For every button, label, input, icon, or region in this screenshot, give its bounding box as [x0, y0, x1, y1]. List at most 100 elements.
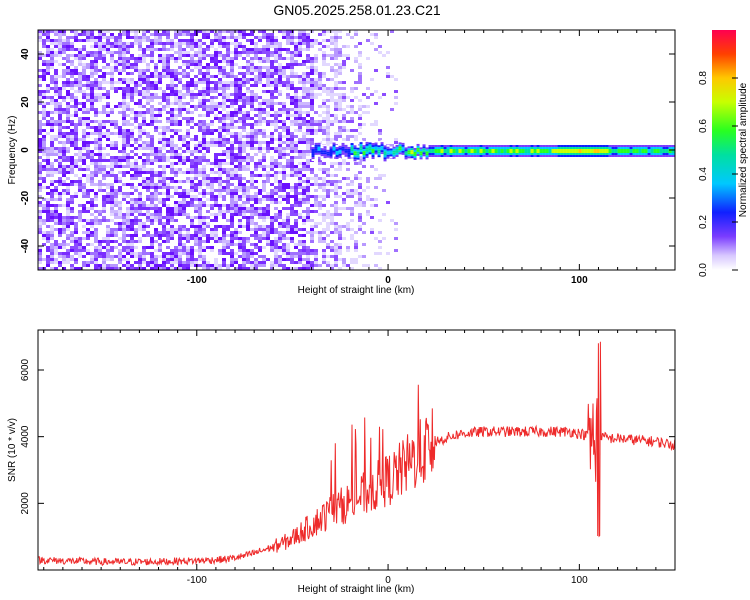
- spectrogram-cell: [242, 243, 246, 246]
- spectrogram-cell: [62, 120, 66, 123]
- spectrogram-cell: [66, 66, 70, 69]
- spectrogram-cell: [182, 192, 186, 195]
- spectrogram-cell: [66, 243, 70, 246]
- signal-band-cell: [482, 149, 486, 151]
- spectrogram-cell: [134, 126, 138, 129]
- spectrogram-cell: [330, 222, 334, 225]
- spectrogram-cell: [314, 57, 318, 60]
- spectrogram-cell: [338, 195, 342, 198]
- spectrogram-cell: [106, 240, 110, 243]
- spectrogram-cell: [286, 246, 290, 249]
- spectrogram-cell: [82, 54, 86, 57]
- spectrogram-cell: [114, 234, 118, 237]
- spectrogram-cell: [366, 198, 370, 201]
- signal-band-cell: [401, 148, 405, 151]
- signal-band-cell: [446, 151, 450, 153]
- spectrogram-cell: [170, 228, 174, 231]
- spectrogram-cell: [238, 237, 242, 240]
- spectrogram-cell: [66, 84, 70, 87]
- spectrogram-cell: [278, 246, 282, 249]
- spectrogram-cell: [70, 234, 74, 237]
- spectrogram-cell: [318, 231, 322, 234]
- spectrogram-cell: [362, 111, 366, 114]
- signal-band-cell: [323, 158, 327, 161]
- spectrogram-cell: [294, 123, 298, 126]
- signal-band-cell: [461, 147, 465, 149]
- spectrogram-cell: [174, 162, 178, 165]
- spectrogram-cell: [94, 45, 98, 48]
- spectrogram-cell: [138, 105, 142, 108]
- signal-band-cell: [350, 153, 354, 156]
- spectrogram-cell: [178, 210, 182, 213]
- spectrogram-cell: [122, 69, 126, 72]
- spectrogram-cell: [218, 162, 222, 165]
- spectrogram-cell: [258, 255, 262, 258]
- spectrogram-cell: [78, 39, 82, 42]
- spectrogram-cell: [174, 150, 178, 153]
- spectrogram-cell: [218, 168, 222, 171]
- spectrogram-cell: [254, 237, 258, 240]
- spectrogram-cell: [294, 252, 298, 255]
- spectrogram-cell: [86, 132, 90, 135]
- spectrogram-cell: [90, 36, 94, 39]
- spectrogram-cell: [270, 192, 274, 195]
- signal-band-cell: [443, 145, 447, 147]
- signal-band-cell: [599, 147, 603, 149]
- spectrogram-cell: [334, 258, 338, 261]
- spectrogram-cell: [234, 207, 238, 210]
- spectrogram-cell: [226, 81, 230, 84]
- spectrogram-cell: [82, 63, 86, 66]
- spectrogram-cell: [46, 219, 50, 222]
- spectrogram-cell: [306, 141, 310, 144]
- signal-band-cell: [317, 142, 321, 145]
- spectrogram-cell: [294, 63, 298, 66]
- spectrogram-cell: [186, 267, 190, 270]
- spectrogram-cell: [174, 207, 178, 210]
- spectrogram-cell: [162, 141, 166, 144]
- spectrogram-cell: [274, 102, 278, 105]
- spectrogram-cell: [210, 177, 214, 180]
- spectrogram-cell: [130, 45, 134, 48]
- spectrogram-cell: [194, 42, 198, 45]
- spectrogram-cell: [194, 87, 198, 90]
- signal-band-cell: [470, 153, 474, 155]
- spectrogram-cell: [342, 198, 346, 201]
- spectrogram-cell: [66, 171, 70, 174]
- spectrogram-cell: [278, 183, 282, 186]
- spectrogram-cell: [210, 123, 214, 126]
- signal-band-cell: [419, 157, 423, 160]
- spectrogram-cell: [262, 261, 266, 264]
- spectrogram-cell: [118, 111, 122, 114]
- spectrogram-cell: [174, 102, 178, 105]
- spectrogram-cell: [230, 222, 234, 225]
- spectrogram-cell: [250, 84, 254, 87]
- spectrogram-cell: [230, 36, 234, 39]
- spectrogram-cell: [242, 72, 246, 75]
- spectrogram-cell: [238, 264, 242, 267]
- spectrogram-cell: [282, 174, 286, 177]
- spectrogram-cell: [154, 36, 158, 39]
- spectrogram-cell: [126, 84, 130, 87]
- spectrogram-cell: [378, 51, 382, 54]
- spectrogram-cell: [178, 228, 182, 231]
- spectrogram-cell: [266, 81, 270, 84]
- spectrogram-cell: [234, 75, 238, 78]
- spectrogram-cell: [170, 45, 174, 48]
- spectrogram-cell: [198, 180, 202, 183]
- signal-band-cell: [365, 141, 369, 144]
- spectrogram-cell: [290, 114, 294, 117]
- spectrogram-cell: [134, 36, 138, 39]
- signal-band-cell: [386, 152, 390, 155]
- spectrogram-cell: [214, 261, 218, 264]
- spectrogram-cell: [238, 81, 242, 84]
- spectrogram-cell: [162, 93, 166, 96]
- spectrogram-cell: [294, 231, 298, 234]
- spectrogram-cell: [330, 66, 334, 69]
- spectrogram-cell: [330, 183, 334, 186]
- spectrogram-cell: [126, 171, 130, 174]
- spectrogram-cell: [306, 150, 310, 153]
- spectrogram-cell: [218, 249, 222, 252]
- spectrogram-cell: [270, 51, 274, 54]
- spectrogram-cell: [54, 222, 58, 225]
- spectrogram-cell: [106, 201, 110, 204]
